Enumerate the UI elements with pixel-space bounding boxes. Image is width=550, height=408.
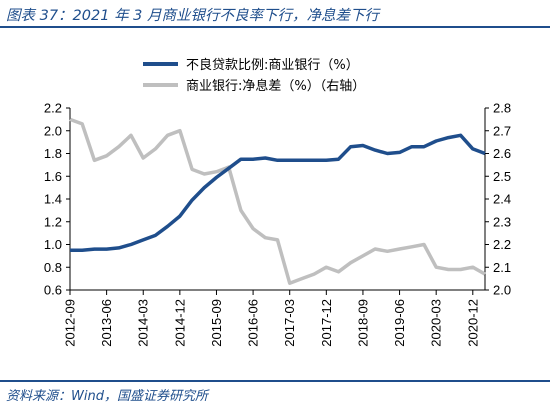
figure-title: 图表 37：2021 年 3 月商业银行不良率下行，净息差下行 — [6, 8, 380, 24]
y-left-tick-label: 0.8 — [44, 260, 62, 275]
y-left-tick-label: 1.2 — [44, 214, 62, 229]
series-line-net-interest-margin — [69, 117, 486, 285]
x-tick-label: 2018-09 — [355, 299, 370, 347]
y-left-tick-label: 1.6 — [44, 169, 62, 184]
x-tick-label: 2016-06 — [246, 299, 261, 347]
series-line-npl-ratio — [70, 133, 486, 252]
y-left-tick-label: 1.0 — [44, 237, 62, 252]
y-right-tick-label: 2.5 — [493, 169, 511, 184]
y-right-tick-label: 2.4 — [493, 192, 511, 207]
y-left-tick-label: 0.6 — [44, 283, 62, 298]
x-tick-label: 2017-12 — [319, 299, 334, 347]
y-right-tick-label: 2.0 — [493, 283, 511, 298]
y-right-tick-label: 2.3 — [493, 214, 511, 229]
figure-source: 资料来源：Wind，国盛证券研究所 — [6, 389, 208, 404]
y-right-tick-label: 2.8 — [493, 101, 511, 116]
x-tick-label: 2020-03 — [429, 299, 444, 347]
x-tick-label: 2019-06 — [392, 299, 407, 347]
y-right-tick-label: 2.6 — [493, 146, 511, 161]
title-rule — [0, 26, 550, 28]
x-tick-label: 2020-12 — [465, 299, 480, 347]
y-right-tick-label: 2.7 — [493, 123, 511, 138]
x-tick-label: 2014-12 — [172, 299, 187, 347]
x-tick-label: 2013-06 — [99, 299, 114, 347]
y-left-tick-label: 2.0 — [44, 123, 62, 138]
x-tick-label: 2015-09 — [209, 299, 224, 347]
npl-nim-line-chart: 0.6 0.8 1.0 1.2 1.4 1.6 1.8 2.0 2.2 2.0 2.1 2.2 2.3 2… — [44, 57, 511, 347]
y-right-tick-label: 2.2 — [493, 237, 511, 252]
y-left-tick-label: 2.2 — [44, 101, 62, 116]
y-left-tick-label: 1.8 — [44, 146, 62, 161]
x-tick-label: 2012-09 — [63, 299, 78, 347]
legend-label-net-interest-margin: 商业银行:净息差（%）（右轴） — [186, 78, 365, 94]
legend-label-npl-ratio: 不良贷款比例:商业银行（%） — [186, 57, 359, 73]
y-left-tick-label: 1.4 — [44, 192, 62, 207]
y-right-tick-label: 2.1 — [493, 260, 511, 275]
x-tick-label: 2017-03 — [282, 299, 297, 347]
source-rule — [0, 380, 550, 382]
x-tick-label: 2014-03 — [136, 299, 151, 347]
